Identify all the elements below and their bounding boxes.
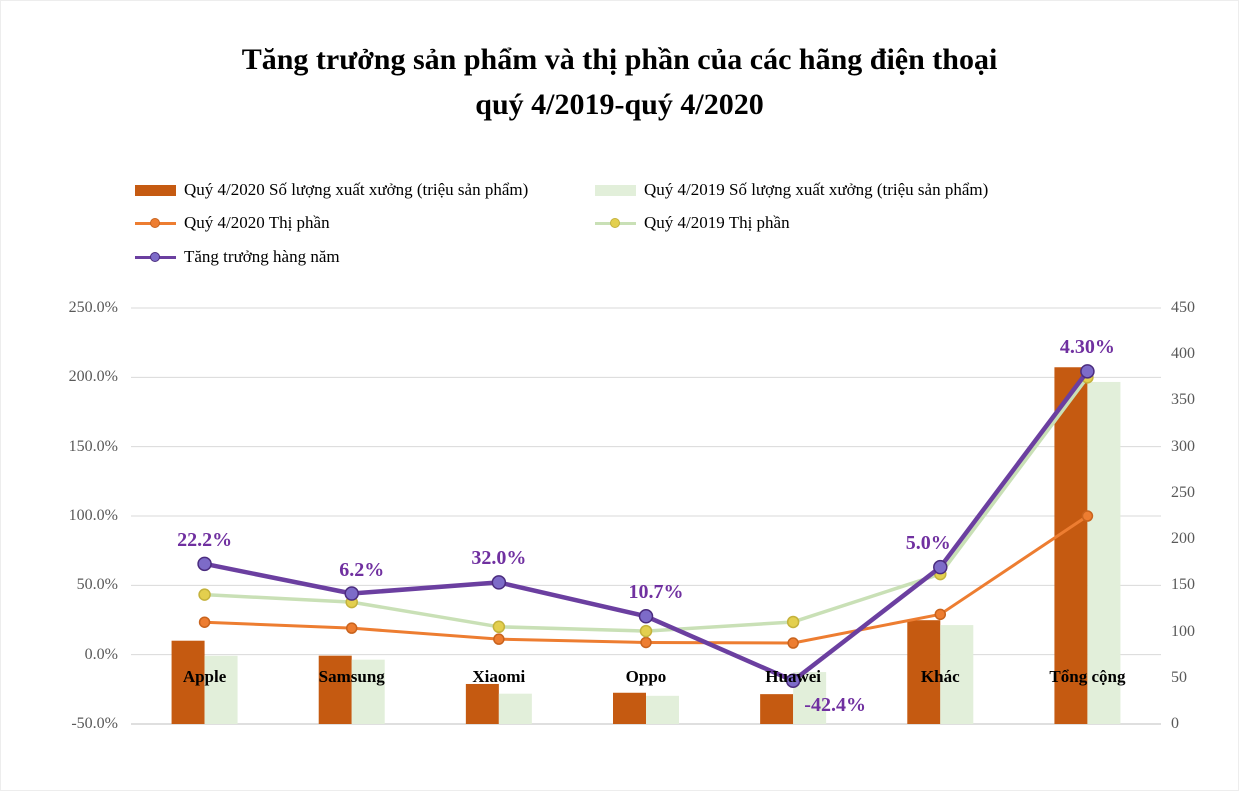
series-marker-3 xyxy=(786,615,800,629)
bar-q4-2019 xyxy=(646,695,679,724)
series-marker-4 xyxy=(344,586,359,601)
legend-item-share-2019: Quý 4/2019 Thị phần xyxy=(595,212,790,234)
series-marker-3 xyxy=(198,588,211,601)
legend-label: Quý 4/2020 Thị phần xyxy=(184,213,330,232)
bar-q4-2019 xyxy=(351,659,385,724)
chart-title-line1: Tăng trưởng sản phẩm và thị phần của các… xyxy=(241,43,998,76)
series-marker-2 xyxy=(493,633,505,645)
series-marker-4 xyxy=(785,673,801,688)
bar-q4-2019 xyxy=(204,655,238,724)
series-marker-4 xyxy=(1080,364,1095,379)
line-marker-swatch-icon xyxy=(595,217,636,230)
legend-item-shipments-2020: Quý 4/2020 Số lượng xuất xưởng (triệu sả… xyxy=(135,179,528,201)
legend-item-share-2020: Quý 4/2020 Thị phần xyxy=(135,212,330,234)
bar-q4-2020 xyxy=(465,683,499,724)
series-marker-2 xyxy=(345,622,358,634)
series-marker-3 xyxy=(492,620,506,634)
legend-item-shipments-2019: Quý 4/2019 Số lượng xuất xưởng (triệu sả… xyxy=(595,179,988,201)
bar-q4-2020 xyxy=(171,640,205,724)
bar-q4-2020 xyxy=(760,694,794,724)
bar-q4-2019 xyxy=(498,693,532,724)
legend-label: Quý 4/2020 Số lượng xuất xưởng (triệu sả… xyxy=(184,180,529,199)
series-marker-2 xyxy=(787,637,799,649)
series-marker-4 xyxy=(638,609,654,624)
bar-q4-2020 xyxy=(1054,367,1088,724)
legend-label: Quý 4/2019 Thị phần xyxy=(644,213,790,232)
page-title: Tăng trưởng sản phẩm và thị phần của các… xyxy=(1,37,1238,127)
legend-item-annual-growth: Tăng trưởng hàng năm xyxy=(135,246,340,268)
bar-q4-2020 xyxy=(613,692,646,724)
series-marker-4 xyxy=(197,556,212,572)
series-marker-2 xyxy=(198,616,211,628)
series-line-3 xyxy=(202,375,1090,633)
series-marker-3 xyxy=(639,624,653,638)
legend-label: Quý 4/2019 Số lượng xuất xưởng (triệu sả… xyxy=(644,180,989,199)
series-marker-2 xyxy=(640,636,652,649)
bar-swatch-icon xyxy=(135,184,176,196)
bar-q4-2019 xyxy=(1087,381,1121,724)
series-marker-4 xyxy=(933,559,948,575)
line-marker-swatch-icon xyxy=(135,217,176,230)
chart-title-line2: quý 4/2019-quý 4/2020 xyxy=(475,88,764,121)
bar-q4-2019 xyxy=(940,625,974,724)
series-marker-2 xyxy=(1081,510,1094,522)
series-marker-4 xyxy=(491,575,507,590)
bar-q4-2020 xyxy=(318,655,352,724)
line-marker-swatch-icon xyxy=(135,251,176,264)
bar-q4-2020 xyxy=(907,620,941,724)
legend-label: Tăng trưởng hàng năm xyxy=(184,247,340,266)
series-marker-2 xyxy=(934,608,947,621)
bar-swatch-icon xyxy=(595,184,636,196)
series-line-2 xyxy=(203,514,1089,645)
